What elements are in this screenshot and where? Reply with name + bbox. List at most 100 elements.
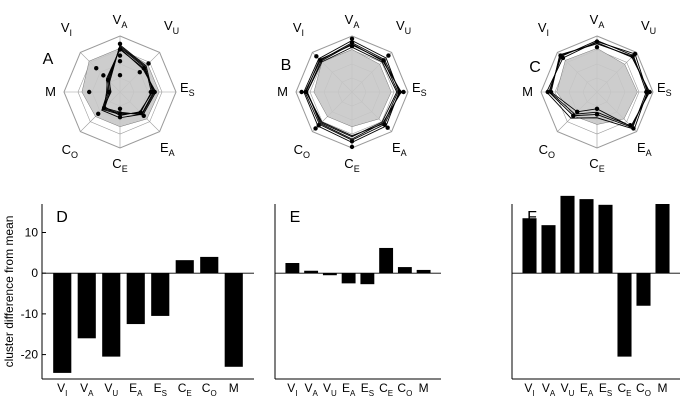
radar-dot — [117, 53, 123, 58]
bar-vu — [102, 273, 121, 357]
radar-dot — [575, 109, 580, 114]
x-tick-label-sub: O — [645, 389, 651, 398]
x-tick-label: CE — [617, 381, 631, 398]
radar-dot — [316, 123, 321, 128]
x-tick-label: EA — [342, 381, 356, 398]
radar-mean-area — [313, 49, 392, 127]
radar-dot — [647, 89, 652, 95]
radar-dot — [96, 111, 101, 116]
radar-axis-label-main: V — [164, 18, 173, 33]
x-tick-label-main: C — [202, 381, 211, 395]
x-tick-label: VU — [104, 381, 118, 398]
bar-va — [77, 273, 96, 339]
radar-axis-label-main: E — [412, 80, 421, 95]
x-tick-label-main: V — [80, 381, 88, 395]
radar-axis-label-sub: A — [401, 148, 407, 158]
radar-axis-label-main: V — [590, 12, 599, 27]
x-tick-label-main: M — [419, 381, 429, 395]
x-tick-label-sub: A — [550, 389, 556, 398]
radar-axis-label-main: V — [113, 12, 122, 27]
radar-cluster-line — [549, 42, 651, 127]
x-tick-label-sub: A — [137, 389, 143, 398]
x-tick-label: VA — [304, 381, 318, 398]
radar-axis-label-main: V — [396, 18, 405, 33]
radar-axis-label: VI — [61, 20, 72, 38]
radar-axis-label-main: V — [293, 20, 302, 35]
x-tick-label: VA — [80, 381, 94, 398]
radar-axis-label-sub: S — [421, 88, 427, 98]
bar-es — [598, 204, 613, 274]
radar-axis-label-sub: A — [169, 148, 175, 158]
radar-axis-label-sub: O — [71, 150, 78, 160]
x-tick-label-sub: I — [532, 389, 534, 398]
radar-dot — [117, 111, 123, 116]
radar-dot — [594, 106, 600, 112]
radar-axis-label: ES — [412, 80, 427, 98]
bar-vu — [322, 273, 337, 276]
bar-panel-label: F — [527, 209, 537, 226]
x-tick-label: VA — [542, 381, 556, 398]
radar-dot — [628, 123, 633, 128]
radar-dot — [545, 89, 550, 95]
radar-dot — [105, 77, 111, 83]
x-tick-label: M — [229, 381, 239, 395]
radar-dot — [299, 89, 304, 95]
radar-dot — [141, 113, 146, 118]
x-tick-label-sub: E — [388, 389, 393, 398]
x-tick-label-main: V — [304, 381, 312, 395]
y-tick-label: -10 — [21, 307, 39, 321]
bar-va — [304, 270, 319, 274]
y-tick-label: 0 — [31, 266, 38, 280]
x-tick-label-main: C — [617, 381, 626, 395]
radar-axis-label: EA — [637, 140, 652, 158]
bar-m — [224, 273, 243, 367]
radar-axis-label-main: V — [345, 12, 354, 27]
radar-axis-label-main: C — [589, 156, 598, 171]
radar-axis-label-main: E — [637, 140, 646, 155]
x-tick-label-sub: S — [369, 389, 374, 398]
bar-panel-label: D — [56, 209, 68, 226]
x-tick-label: CE — [379, 381, 393, 398]
x-tick-label-main: V — [287, 381, 295, 395]
x-tick-label-main: V — [542, 381, 550, 395]
radar-axis-label-sub: S — [189, 88, 195, 98]
x-tick-label: VI — [57, 381, 67, 398]
bar-ea — [579, 199, 594, 274]
radar-panel-label: B — [281, 57, 292, 74]
x-tick-label-sub: S — [607, 389, 612, 398]
radar-dot — [106, 89, 112, 95]
radar-dot — [117, 59, 123, 64]
x-tick-label-sub: U — [112, 389, 118, 398]
radar-dot — [146, 61, 151, 66]
radar-axis-label-sub: I — [301, 28, 304, 38]
radar-axis-label-sub: A — [646, 148, 652, 158]
x-tick-label-sub: E — [186, 389, 191, 398]
bar-panel-label: E — [290, 209, 301, 226]
radar-axis-label-sub: S — [666, 88, 672, 98]
radar-dot — [314, 54, 319, 59]
radar-axis-label: ES — [657, 80, 672, 98]
x-tick-label: CO — [636, 381, 651, 398]
radar-dot — [87, 89, 92, 95]
radar-mean-area — [81, 48, 160, 127]
radar-axis-label-sub: O — [548, 150, 555, 160]
x-tick-label-sub: A — [88, 389, 94, 398]
radar-axis-label-main: M — [522, 84, 533, 99]
bar-ce — [379, 247, 394, 274]
radar-dot — [397, 89, 402, 95]
bar-va — [541, 225, 556, 274]
x-tick-label-main: E — [342, 381, 350, 395]
x-tick-label: ES — [361, 381, 374, 398]
x-tick-label-main: V — [561, 381, 569, 395]
radar-dot — [117, 106, 123, 112]
bar-es — [360, 273, 375, 285]
radar-dot — [138, 110, 143, 115]
bar-co — [200, 256, 219, 274]
radar-axis-label-sub: A — [353, 20, 359, 30]
x-tick-label-sub: A — [312, 389, 318, 398]
radar-dot — [349, 139, 355, 144]
